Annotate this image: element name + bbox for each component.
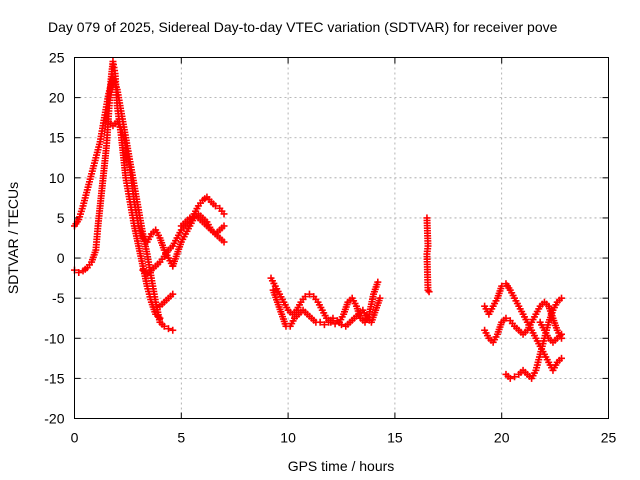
x-tick-label: 10 [280,430,296,446]
data-point [211,202,219,210]
data-points [71,58,566,382]
data-point [169,290,177,298]
data-point [506,374,514,382]
x-tick-label: 25 [601,430,617,446]
x-tick-label: 20 [494,430,510,446]
data-point [558,354,566,362]
data-point [190,212,198,220]
y-tick-label: -5 [52,290,65,306]
x-tick-label: 15 [387,430,403,446]
y-tick-label: 5 [57,210,65,226]
data-point [169,326,177,334]
y-tick-label: 15 [49,130,65,146]
x-axis-label: GPS time / hours [288,458,395,474]
data-point [301,293,309,301]
y-tick-label: 10 [49,170,65,186]
y-tick-label: -15 [44,370,64,386]
data-point [511,373,519,381]
data-point [305,290,313,298]
data-point [502,314,510,322]
data-point [558,330,566,338]
y-tick-label: -10 [44,330,64,346]
y-tick-label: 20 [49,90,65,106]
x-tick-label: 0 [71,430,79,446]
data-point [320,321,328,329]
data-point [220,210,228,218]
y-axis-label: SDTVAR / TECUs [5,182,21,294]
x-tick-label: 5 [177,430,185,446]
plot-frame [74,57,609,419]
data-point [558,294,566,302]
data-point [329,314,337,322]
data-point [425,288,433,296]
data-point [376,294,384,302]
data-point [374,278,382,286]
data-point [220,238,228,246]
data-point [156,314,164,322]
y-tick-label: 25 [49,50,65,66]
y-tick-label: -20 [44,411,64,427]
data-point [316,318,324,326]
data-point [75,268,83,276]
chart-title: Day 079 of 2025, Sidereal Day-to-day VTE… [48,19,558,35]
gridlines [74,57,609,419]
data-point [186,214,194,222]
data-point [160,322,168,330]
data-point [220,222,228,230]
data-point [338,321,345,329]
y-tick-label: 0 [57,250,65,266]
data-point [164,325,172,333]
axis-ticks: 0 5 10 15 20 25 -20 -15 -10 -5 0 5 10 15 20 25 [44,50,616,446]
